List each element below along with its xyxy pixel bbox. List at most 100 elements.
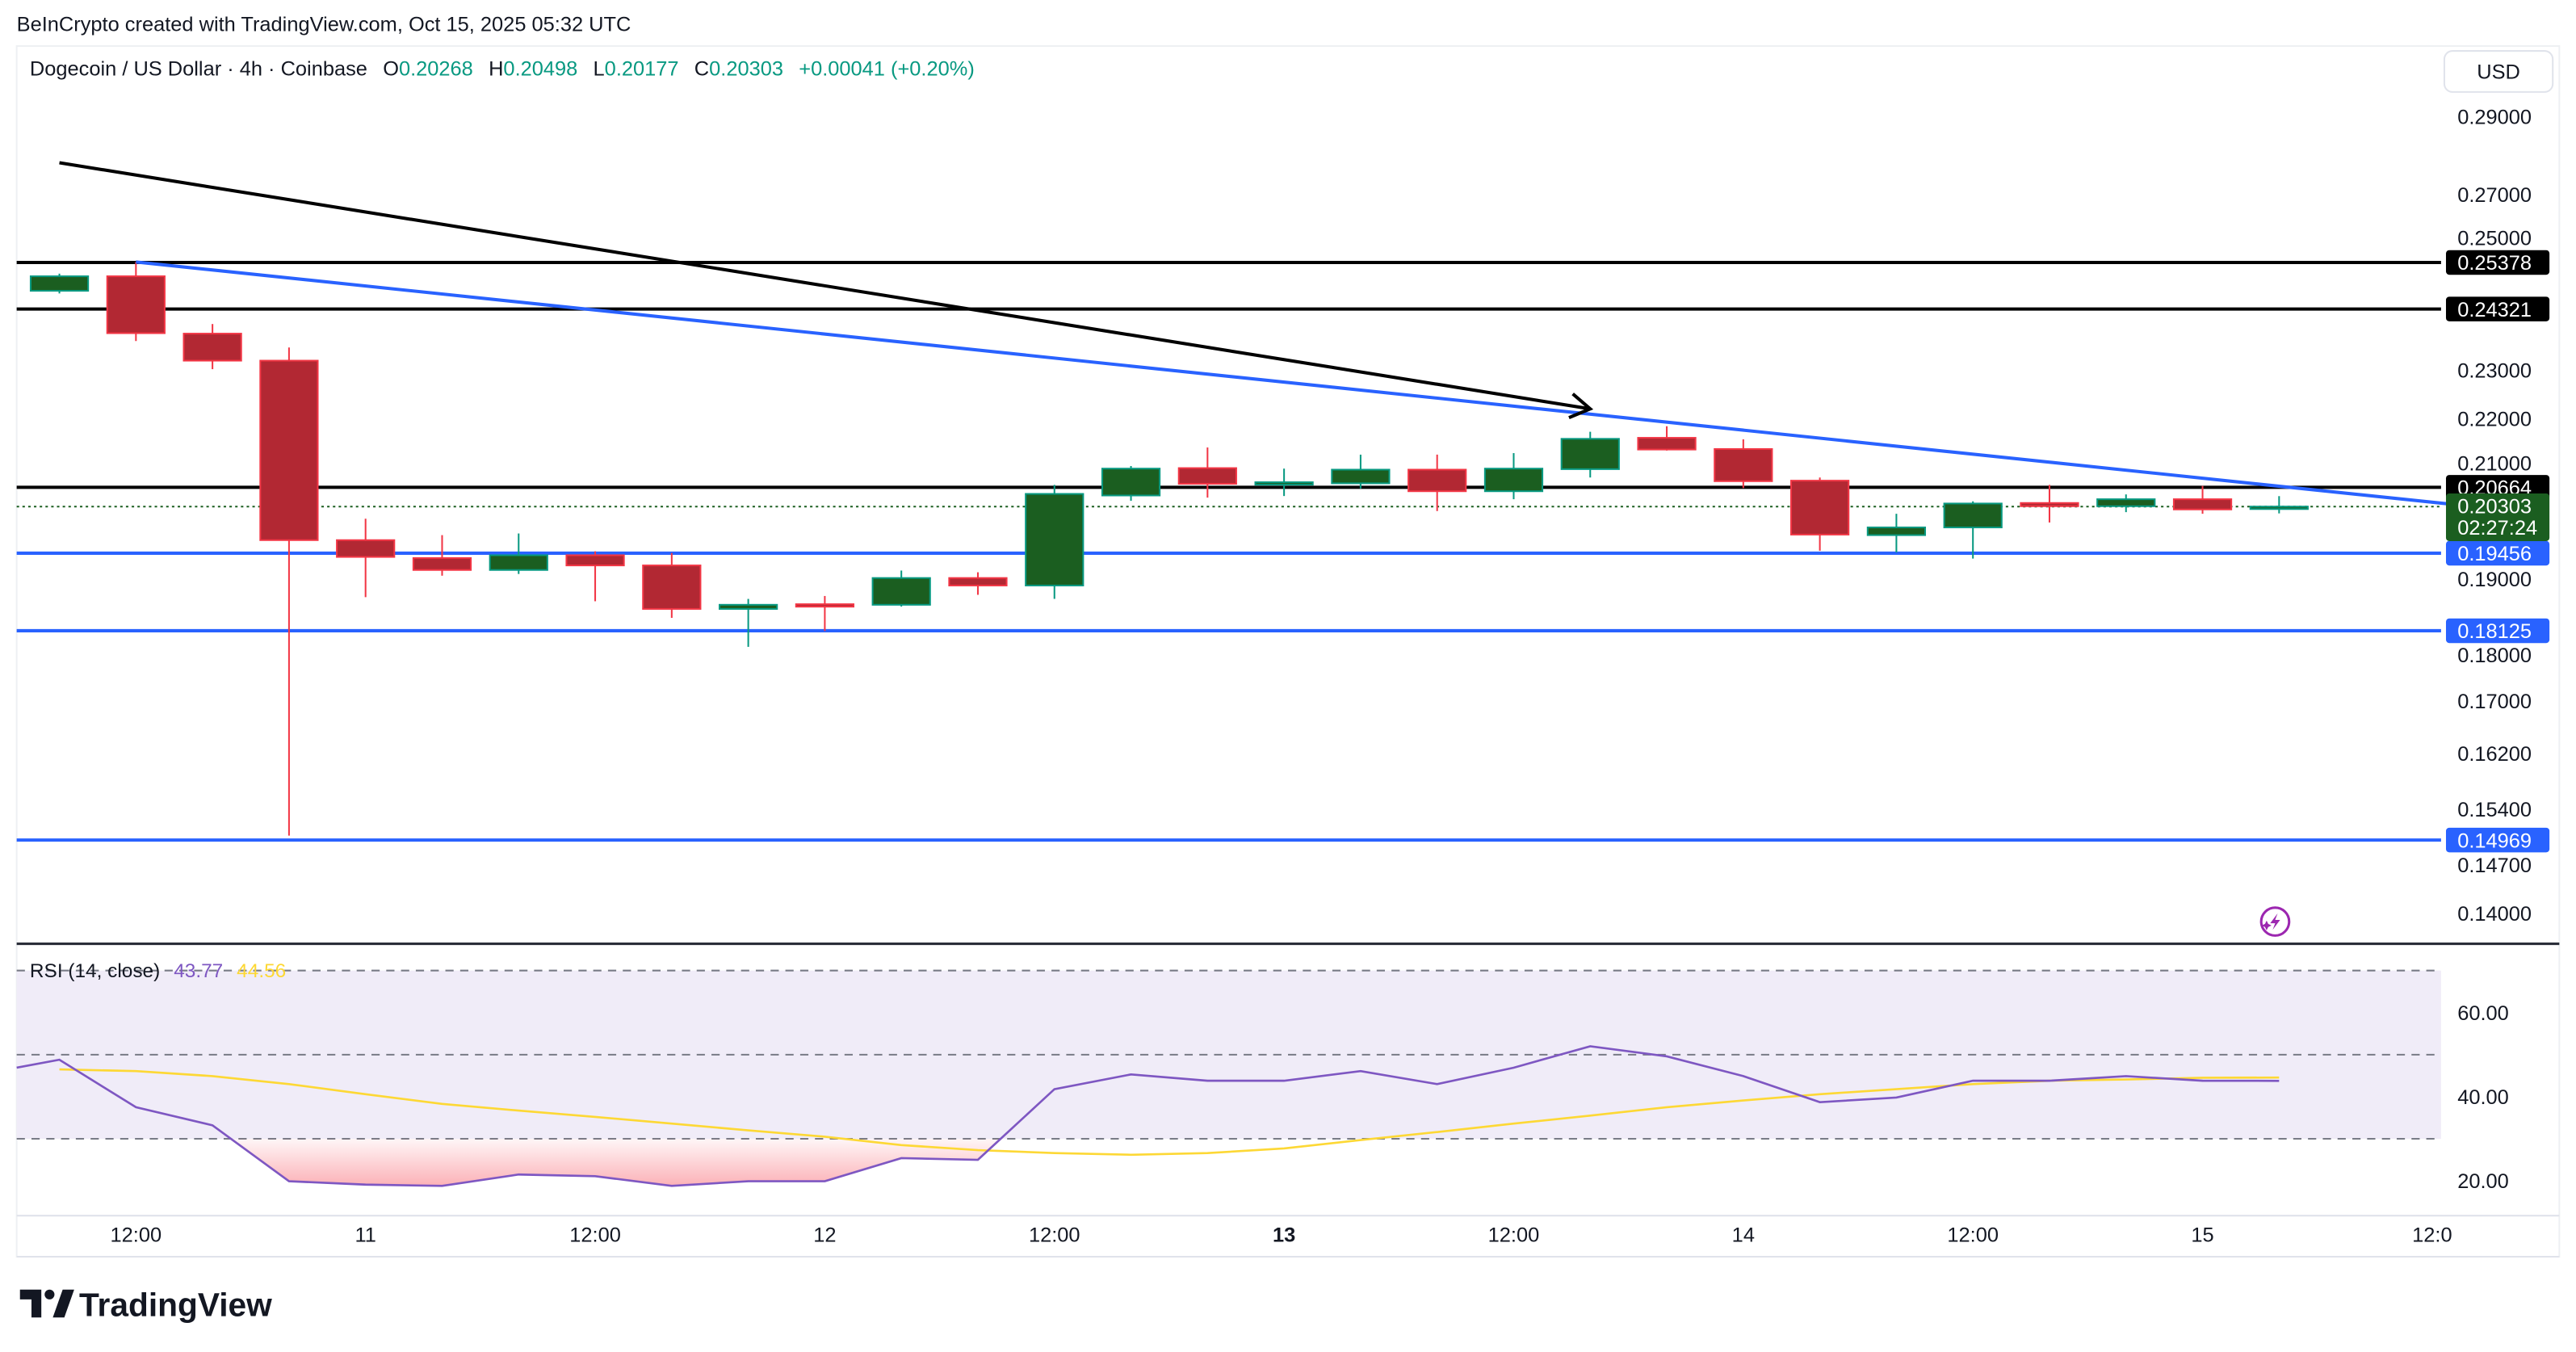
candle-up: [871, 570, 931, 607]
price-tick-label: 0.14700: [2457, 854, 2532, 877]
candle-body: [1254, 481, 1314, 486]
legend-symbol: Dogecoin / US Dollar · 4h · Coinbase: [30, 58, 367, 81]
candle-body: [719, 603, 778, 610]
price-axis[interactable]: 0.29000 0.27000 0.25000 0.23000 0.22000 0.210…: [2457, 106, 2532, 926]
candles: [29, 262, 2309, 836]
currency-label: USD: [2477, 61, 2520, 84]
time-tick-label: 12:00: [1488, 1224, 1540, 1247]
candle-down: [259, 347, 319, 836]
candle-body: [106, 275, 166, 334]
legend-high: 0.20498: [503, 58, 577, 81]
candle-down: [106, 262, 166, 342]
rsi-legend: RSI (14, close) 43.77 44.56: [30, 960, 286, 982]
candle-up: [2249, 496, 2309, 514]
candle-body: [1637, 437, 1697, 451]
time-tick-label: 11: [355, 1224, 376, 1247]
rsi-title: RSI (14, close): [30, 960, 160, 982]
candle-body: [1025, 493, 1085, 586]
time-tick-label: 12:0: [2412, 1224, 2452, 1247]
candle-body: [2172, 498, 2233, 510]
candle-up: [489, 533, 548, 574]
candle-body: [1408, 468, 1467, 493]
last-price-tag: [2445, 493, 2550, 541]
price-tick-label: 0.25000: [2457, 228, 2532, 250]
candle-body: [489, 554, 548, 571]
price-tick-label: 0.23000: [2457, 359, 2532, 382]
candle-body: [1560, 438, 1620, 470]
candle-down: [642, 552, 702, 618]
lightning-icon[interactable]: [2259, 906, 2291, 937]
candle-down: [1714, 439, 1773, 489]
rsi-pane: 60.00 40.00 20.00: [16, 969, 2509, 1193]
candle-up: [1483, 453, 1544, 500]
candle-up: [1101, 466, 1161, 502]
time-tick-label: 12:00: [1947, 1224, 1999, 1247]
price-tick-label: 0.17000: [2457, 691, 2532, 713]
price-tick-label: 0.21000: [2457, 453, 2532, 476]
candle-down: [412, 535, 472, 576]
candle-body: [2096, 498, 2156, 507]
candle-body: [2249, 506, 2309, 510]
price-tag-box: [2445, 827, 2550, 853]
candle-body: [183, 333, 242, 362]
candle-body: [1790, 480, 1850, 535]
price-trend-arrow: [59, 161, 1591, 411]
price-tick-label: 0.14000: [2457, 903, 2532, 926]
candle-down: [1790, 477, 1850, 551]
time-tick-label: 14: [1732, 1224, 1755, 1247]
candle-down: [2172, 485, 2233, 514]
candle-body: [259, 359, 319, 541]
legend-high-label: H: [489, 58, 503, 81]
price-tick-label: 0.16200: [2457, 743, 2532, 766]
time-tick-label: 15: [2191, 1224, 2213, 1247]
price-tag-label: 0.25378: [2457, 252, 2532, 275]
rsi-line: [16, 1045, 2280, 1187]
time-axis[interactable]: 12:00 11 12:00 12 12:00 13 12:00 14 12:00 15 12:0: [16, 1215, 2560, 1258]
price-tick-label: 0.29000: [2457, 106, 2532, 128]
candle-down: [183, 324, 242, 370]
currency-button[interactable]: [2443, 50, 2554, 93]
candle-body: [2020, 502, 2079, 507]
time-tick-label: 12:00: [1029, 1224, 1080, 1247]
candle-body: [1331, 468, 1391, 485]
price-tag-label: 0.14969: [2457, 829, 2532, 852]
candle-up: [719, 598, 778, 647]
candle-body: [1101, 468, 1161, 497]
candle-up: [2096, 494, 2156, 513]
descending-trendline: [136, 260, 2502, 511]
candle-body: [336, 539, 396, 558]
candle-down: [2020, 485, 2079, 523]
price-trend-arrow-head: [1568, 393, 1594, 419]
legend-low: 0.20177: [605, 58, 679, 81]
candle-body: [1177, 467, 1237, 485]
candle-body: [1943, 502, 2003, 529]
rsi-tick-label: 60.00: [2457, 1002, 2509, 1025]
tradingview-logo-text: TradingView: [79, 1286, 272, 1323]
tradingview-logo-icon[interactable]: [19, 1289, 74, 1318]
candle-up: [1943, 501, 2003, 559]
rsi-value: 43.77: [174, 960, 223, 982]
price-tag-label: 0.18125: [2457, 620, 2532, 643]
candle-up: [1025, 485, 1085, 599]
candle-body: [1714, 447, 1773, 482]
legend-close: 0.20303: [709, 58, 783, 81]
last-price-label: 0.20303: [2457, 495, 2532, 518]
candle-down: [565, 551, 625, 602]
time-tick-label: 12:00: [111, 1224, 162, 1247]
legend-open: 0.20268: [399, 58, 473, 81]
attribution: BeInCrypto created with TradingView.com,…: [17, 14, 631, 36]
candle-down: [1637, 426, 1697, 451]
legend-change: +0.00041 (+0.20%): [799, 58, 975, 81]
candle-up: [1560, 431, 1620, 478]
price-tick-label: 0.27000: [2457, 184, 2532, 207]
price-tick-label: 0.18000: [2457, 645, 2532, 667]
price-tag-box: [2445, 296, 2550, 321]
price-tags: 0.253780.243210.206640.194560.181250.149…: [2445, 250, 2550, 853]
candle-up: [29, 273, 90, 294]
candle-body: [1483, 468, 1544, 493]
rsi-oversold-fill: [230, 1138, 1001, 1186]
price-tag-box: [2445, 618, 2550, 644]
candle-down: [1177, 447, 1237, 498]
legend: Dogecoin / US Dollar · 4h · Coinbase O0.…: [30, 58, 975, 81]
